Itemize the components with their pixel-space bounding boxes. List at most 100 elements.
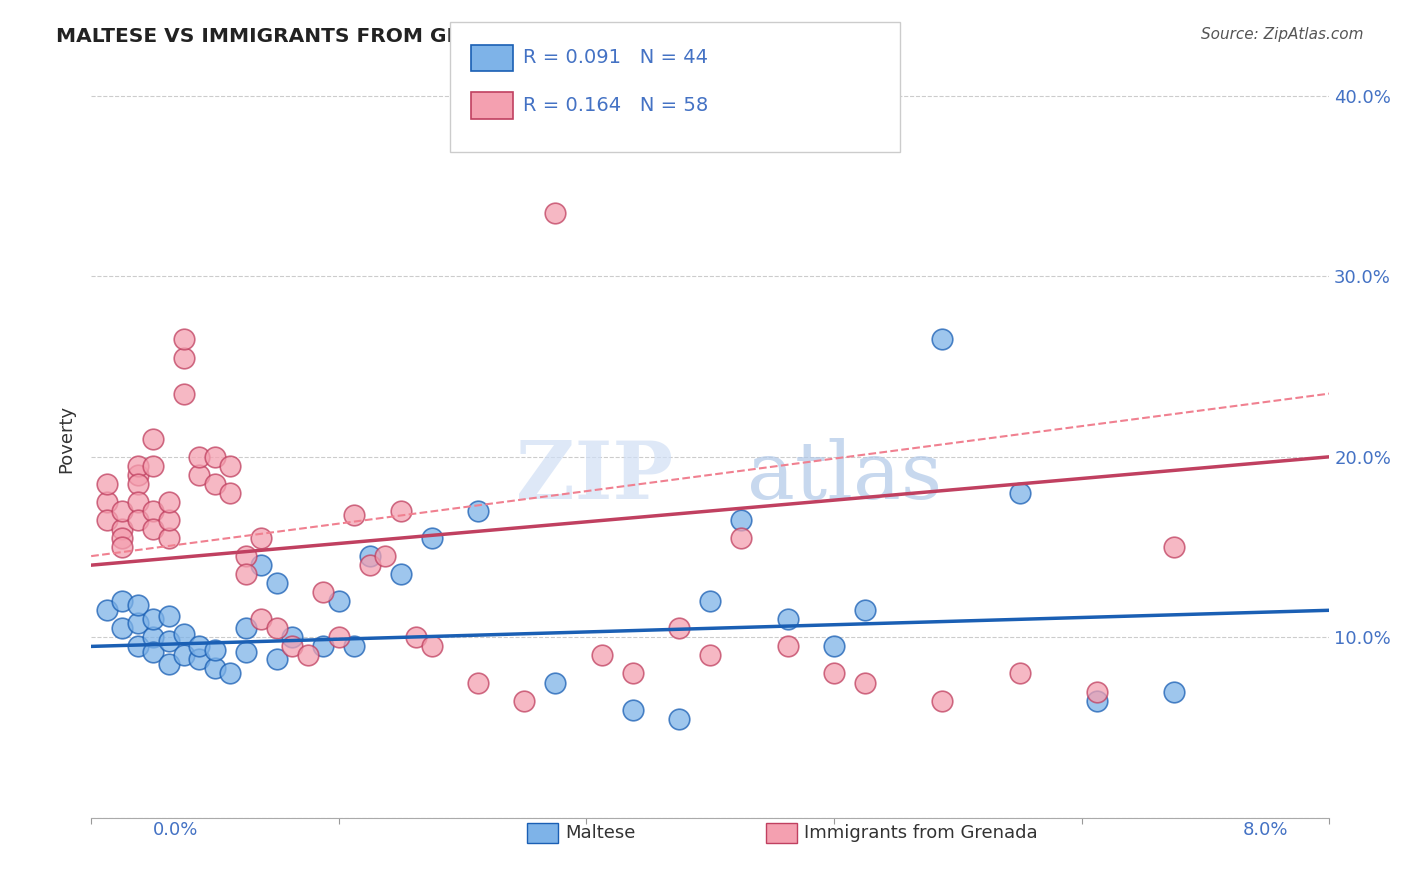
Point bbox=[142, 631, 165, 645]
Point bbox=[730, 531, 752, 545]
Point bbox=[173, 648, 195, 663]
Point bbox=[188, 640, 211, 654]
Y-axis label: Poverty: Poverty bbox=[58, 405, 75, 473]
Point bbox=[544, 206, 567, 220]
Point bbox=[1163, 684, 1185, 698]
Text: atlas: atlas bbox=[748, 438, 942, 516]
Point bbox=[467, 675, 489, 690]
Point bbox=[374, 549, 396, 563]
Point bbox=[188, 652, 211, 666]
Point bbox=[359, 558, 381, 573]
Point bbox=[853, 675, 876, 690]
Point bbox=[513, 693, 536, 707]
Point bbox=[1008, 486, 1031, 500]
Point bbox=[127, 495, 149, 509]
Text: 8.0%: 8.0% bbox=[1243, 821, 1288, 838]
Point bbox=[157, 531, 180, 545]
Point bbox=[96, 495, 118, 509]
Point bbox=[142, 458, 165, 473]
Point bbox=[621, 703, 644, 717]
Point bbox=[776, 612, 799, 626]
Point bbox=[157, 608, 180, 623]
Point bbox=[204, 643, 226, 657]
Point bbox=[142, 504, 165, 518]
Point bbox=[157, 513, 180, 527]
Point bbox=[235, 549, 257, 563]
Point bbox=[328, 631, 350, 645]
Point bbox=[204, 450, 226, 464]
Point bbox=[111, 621, 134, 635]
Point bbox=[823, 666, 845, 681]
Text: R = 0.091   N = 44: R = 0.091 N = 44 bbox=[523, 48, 709, 68]
Text: ZIP: ZIP bbox=[516, 438, 673, 516]
Point bbox=[142, 432, 165, 446]
Point bbox=[281, 631, 304, 645]
Point bbox=[111, 522, 134, 536]
Point bbox=[621, 666, 644, 681]
Point bbox=[173, 626, 195, 640]
Point bbox=[142, 612, 165, 626]
Point bbox=[699, 648, 721, 663]
Point bbox=[328, 594, 350, 608]
Point bbox=[931, 333, 953, 347]
Point bbox=[266, 621, 288, 635]
Point bbox=[853, 603, 876, 617]
Point bbox=[204, 476, 226, 491]
Point bbox=[127, 640, 149, 654]
Point bbox=[467, 504, 489, 518]
Point bbox=[204, 661, 226, 675]
Point bbox=[931, 693, 953, 707]
Point bbox=[312, 585, 335, 599]
Point bbox=[111, 594, 134, 608]
Point bbox=[157, 634, 180, 648]
Point bbox=[173, 351, 195, 365]
Point bbox=[297, 648, 319, 663]
Point bbox=[96, 476, 118, 491]
Point bbox=[823, 640, 845, 654]
Point bbox=[420, 531, 443, 545]
Point bbox=[127, 476, 149, 491]
Text: 0.0%: 0.0% bbox=[153, 821, 198, 838]
Point bbox=[405, 631, 427, 645]
Point bbox=[235, 645, 257, 659]
Point bbox=[343, 508, 366, 522]
Point bbox=[250, 612, 273, 626]
Point bbox=[188, 450, 211, 464]
Point bbox=[127, 513, 149, 527]
Point bbox=[157, 495, 180, 509]
Point bbox=[281, 640, 304, 654]
Point bbox=[173, 386, 195, 401]
Point bbox=[1085, 693, 1108, 707]
Point bbox=[668, 712, 690, 726]
Point bbox=[730, 513, 752, 527]
Point bbox=[96, 603, 118, 617]
Point bbox=[127, 467, 149, 482]
Point bbox=[389, 567, 412, 582]
Point bbox=[312, 640, 335, 654]
Text: Source: ZipAtlas.com: Source: ZipAtlas.com bbox=[1201, 27, 1364, 42]
Text: Maltese: Maltese bbox=[565, 824, 636, 842]
Point bbox=[188, 467, 211, 482]
Point bbox=[1008, 666, 1031, 681]
Point bbox=[235, 567, 257, 582]
Point bbox=[359, 549, 381, 563]
Point bbox=[111, 504, 134, 518]
Point bbox=[250, 558, 273, 573]
Point bbox=[389, 504, 412, 518]
Point bbox=[266, 652, 288, 666]
Point bbox=[235, 621, 257, 635]
Point bbox=[219, 486, 242, 500]
Point bbox=[219, 458, 242, 473]
Point bbox=[96, 513, 118, 527]
Text: R = 0.164   N = 58: R = 0.164 N = 58 bbox=[523, 95, 709, 115]
Point bbox=[591, 648, 613, 663]
Point bbox=[668, 621, 690, 635]
Point bbox=[1085, 684, 1108, 698]
Text: Immigrants from Grenada: Immigrants from Grenada bbox=[804, 824, 1038, 842]
Point bbox=[699, 594, 721, 608]
Point bbox=[111, 531, 134, 545]
Point bbox=[111, 540, 134, 554]
Point bbox=[127, 615, 149, 630]
Point bbox=[1163, 540, 1185, 554]
Point bbox=[157, 657, 180, 672]
